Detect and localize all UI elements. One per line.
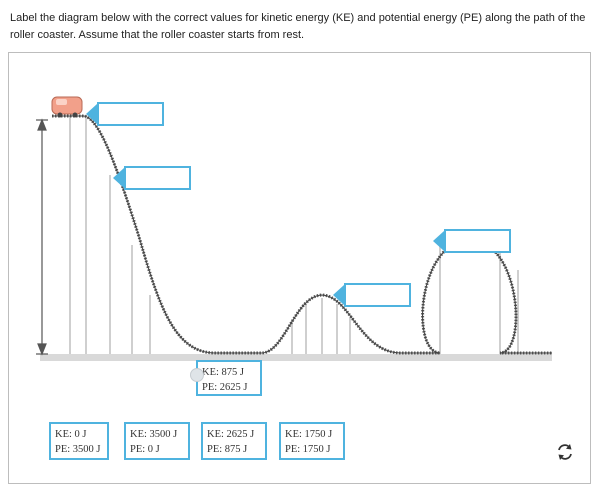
drop-pointer-3 (433, 231, 444, 251)
option-pe: PE: 1750 J (285, 444, 331, 455)
drop-pointer-4 (333, 285, 344, 305)
drop-zone-4[interactable] (344, 283, 411, 307)
option-ke: KE: 2625 J (207, 429, 255, 440)
drop-zone-1[interactable] (97, 102, 164, 126)
option-pe: PE: 875 J (207, 444, 248, 455)
drop-zone-2[interactable] (124, 166, 191, 190)
drop-pointer-2 (113, 168, 124, 188)
placed-pe: PE: 2625 J (202, 382, 248, 393)
option-ke: KE: 1750 J (285, 429, 333, 440)
drag-handle-icon[interactable] (190, 368, 204, 382)
option-1[interactable]: KE: 0 J PE: 3500 J (49, 422, 109, 460)
coaster-car (51, 96, 83, 118)
option-3[interactable]: KE: 2625 J PE: 875 J (201, 422, 267, 460)
option-pe: PE: 3500 J (55, 444, 101, 455)
placed-ke: KE: 875 J (202, 367, 244, 378)
drop-pointer-1 (86, 104, 97, 124)
option-ke: KE: 3500 J (130, 429, 178, 440)
option-ke: KE: 0 J (55, 429, 87, 440)
placed-energy-label[interactable]: KE: 875 J PE: 2625 J (190, 360, 262, 396)
refresh-icon[interactable] (555, 442, 575, 462)
drop-zone-3[interactable] (444, 229, 511, 253)
question-text: Label the diagram below with the correct… (10, 12, 586, 41)
option-pe: PE: 0 J (130, 444, 160, 455)
option-2[interactable]: KE: 3500 J PE: 0 J (124, 422, 190, 460)
option-4[interactable]: KE: 1750 J PE: 1750 J (279, 422, 345, 460)
ground (40, 354, 552, 361)
height-arrow (36, 118, 48, 356)
